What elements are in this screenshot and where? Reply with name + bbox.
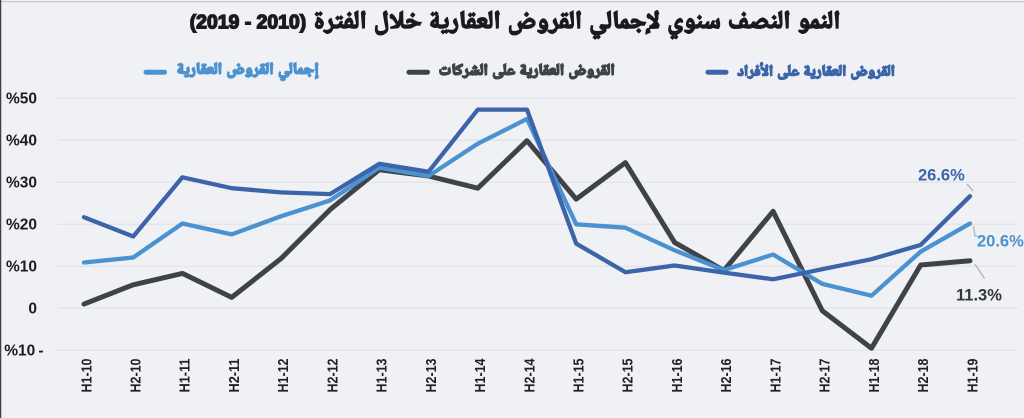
svg-text:H1-11: H1-11 <box>178 359 194 393</box>
svg-text:H1-16: H1-16 <box>670 359 686 393</box>
svg-text:H1-18: H1-18 <box>867 359 883 393</box>
svg-text:H2-14: H2-14 <box>522 358 538 393</box>
svg-text:%10 -: %10 - <box>4 343 43 360</box>
svg-text:%20: %20 <box>6 217 37 234</box>
svg-text:H1-12: H1-12 <box>276 359 292 393</box>
svg-text:H1-14: H1-14 <box>473 358 489 393</box>
svg-text:H1-17: H1-17 <box>768 359 784 393</box>
svg-text:H2-17: H2-17 <box>818 359 834 393</box>
svg-text:H2-12: H2-12 <box>325 359 341 393</box>
svg-text:%30: %30 <box>6 175 37 192</box>
svg-text:H2-11: H2-11 <box>227 359 243 393</box>
svg-text:%10: %10 <box>6 259 37 276</box>
svg-text:H2-16: H2-16 <box>719 359 735 393</box>
svg-text:H1-15: H1-15 <box>572 359 588 393</box>
svg-text:%40: %40 <box>6 133 37 150</box>
svg-text:H2-15: H2-15 <box>621 359 637 393</box>
svg-text:%50: %50 <box>6 91 37 108</box>
svg-text:H2-18: H2-18 <box>916 359 932 393</box>
svg-text:H1-19: H1-19 <box>965 359 981 393</box>
svg-text:26.6%: 26.6% <box>918 167 965 185</box>
svg-text:H1-13: H1-13 <box>375 359 391 393</box>
svg-text:H1-10: H1-10 <box>79 359 95 393</box>
svg-text:H2-10: H2-10 <box>129 359 145 393</box>
svg-text:11.3%: 11.3% <box>956 287 1002 305</box>
svg-text:H2-13: H2-13 <box>424 359 440 393</box>
svg-text:0: 0 <box>28 301 37 318</box>
svg-text:20.6%: 20.6% <box>977 233 1024 251</box>
